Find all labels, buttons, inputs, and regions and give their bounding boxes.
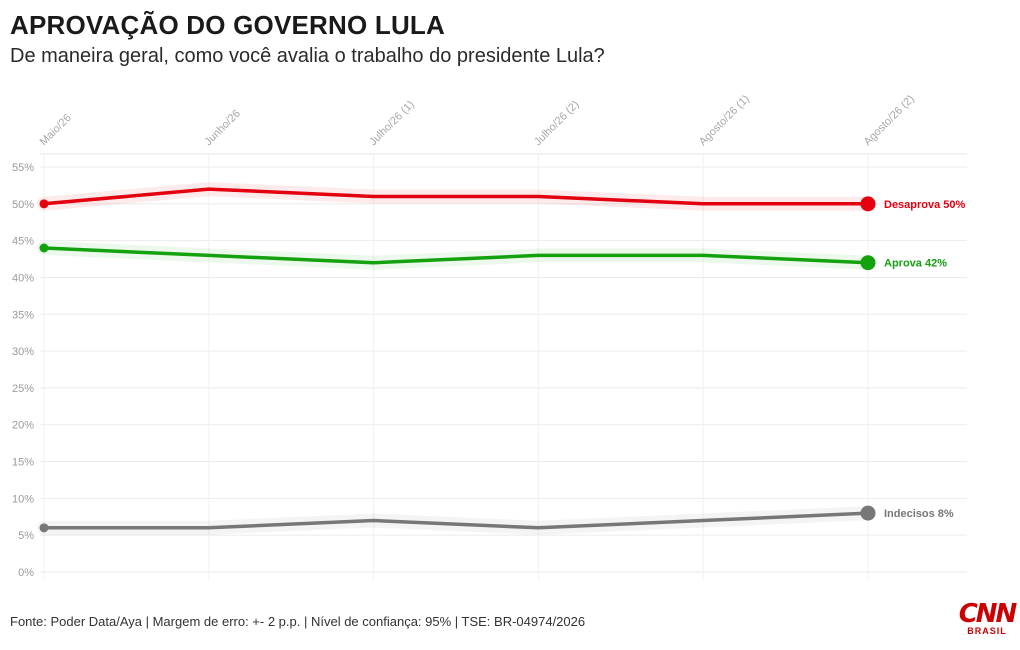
logo-cnn-text: CNN (958, 599, 1018, 629)
y-tick-label: 40% (12, 272, 34, 284)
end-point-desaprova (860, 196, 876, 212)
y-tick-label: 20% (12, 420, 34, 432)
end-label-desaprova: Desaprova 50% (884, 199, 966, 211)
start-point-indecisos (39, 523, 49, 533)
end-label-indecisos: Indecisos 8% (884, 508, 954, 520)
x-tick-label: Maio/26 (38, 112, 74, 148)
series-line-desaprova (42, 187, 870, 206)
x-tick-label: Junho/26 (202, 108, 242, 148)
x-tick-label: Julho/26 (1) (367, 99, 417, 149)
end-point-aprova (860, 255, 876, 271)
y-tick-label: 35% (12, 309, 34, 321)
logo-brasil-text: BRASIL (967, 626, 1007, 636)
chart-title: APROVAÇÃO DO GOVERNO LULA (10, 10, 445, 40)
y-tick-label: 15% (12, 457, 34, 469)
x-tick-label: Julho/26 (2) (532, 99, 582, 149)
y-tick-label: 50% (12, 199, 34, 211)
start-point-desaprova (39, 199, 49, 209)
cnn-brasil-logo: CNN BRASIL (958, 599, 1018, 636)
y-tick-label: 25% (12, 383, 34, 395)
y-tick-label: 10% (12, 493, 34, 505)
x-tick-label: Agosto/26 (2) (862, 93, 917, 148)
series-line-indecisos (42, 511, 870, 530)
y-tick-label: 30% (12, 346, 34, 358)
source-footnote: Fonte: Poder Data/Aya | Margem de erro: … (10, 614, 586, 629)
start-point-aprova (39, 243, 49, 253)
x-tick-label: Agosto/26 (1) (697, 93, 752, 148)
end-label-aprova: Aprova 42% (884, 258, 947, 270)
y-tick-label: 45% (12, 236, 34, 248)
series-line-aprova (42, 246, 870, 265)
end-point-indecisos (860, 505, 876, 521)
y-tick-label: 55% (12, 162, 34, 174)
y-tick-label: 5% (18, 530, 34, 542)
y-tick-label: 0% (18, 567, 34, 579)
chart-subtitle: De maneira geral, como você avalia o tra… (10, 45, 605, 67)
